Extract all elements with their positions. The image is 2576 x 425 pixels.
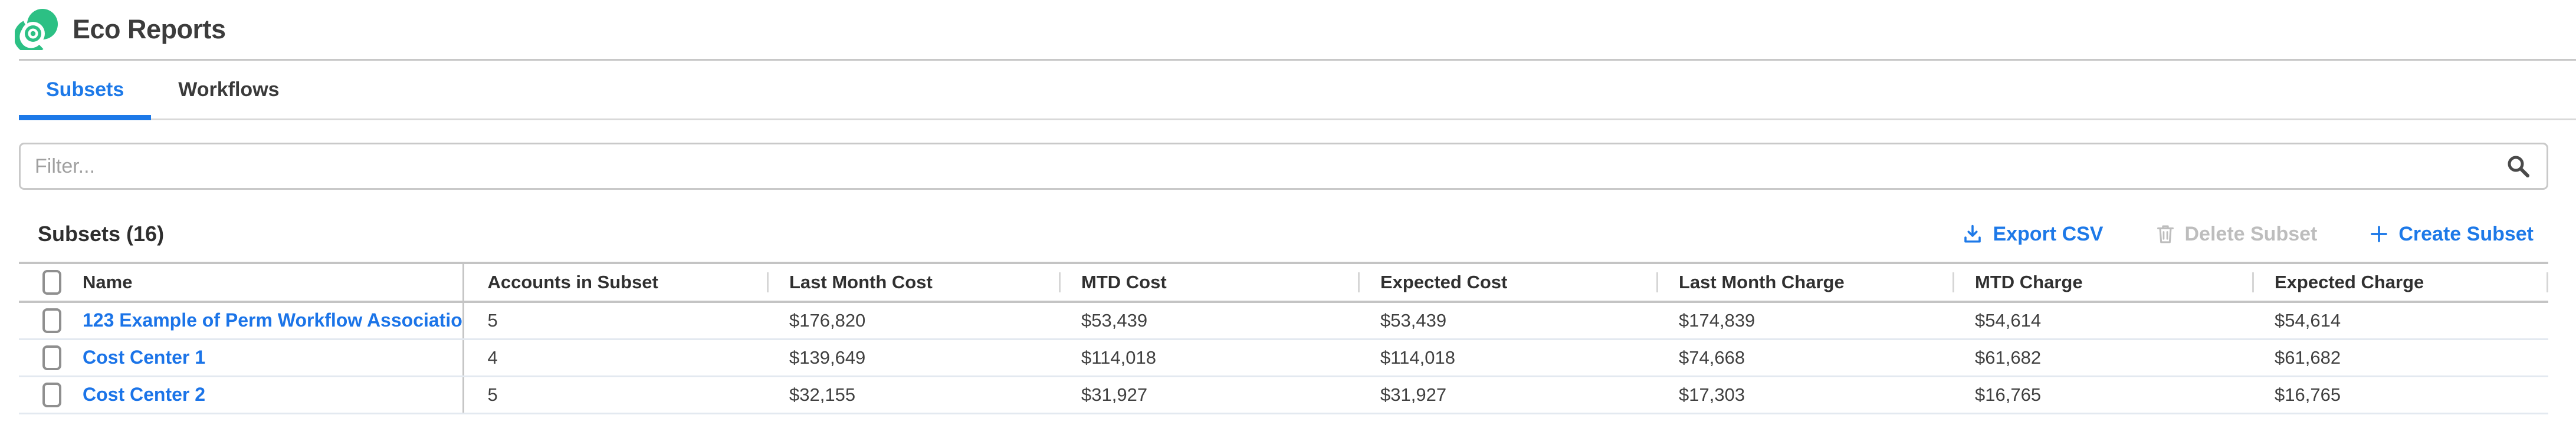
row-checkbox[interactable] <box>42 345 61 370</box>
cell-last-month-charge: $17,303 <box>1656 376 1952 414</box>
cell-mtd-charge: $16,765 <box>1952 376 2252 414</box>
create-subset-label: Create Subset <box>2398 222 2534 245</box>
tab-subsets[interactable]: Subsets <box>19 61 152 120</box>
row-checkbox[interactable] <box>42 382 61 407</box>
column-divider <box>1358 272 1360 292</box>
export-csv-label: Export CSV <box>1993 222 2104 245</box>
tab-workflows[interactable]: Workflows <box>178 78 280 101</box>
subset-name-link[interactable]: Cost Center 1 <box>83 347 206 368</box>
delete-subset-button[interactable]: Delete Subset <box>2155 222 2318 246</box>
filter-bar <box>19 143 2548 190</box>
cell-expected-cost: $31,927 <box>1358 376 1656 414</box>
cell-mtd-cost: $53,439 <box>1059 302 1358 340</box>
cell-expected-charge: $61,682 <box>2252 339 2548 377</box>
cell-accounts-in-subset: 4 <box>462 339 767 377</box>
section-title: Subsets (16) <box>38 222 165 246</box>
column-divider <box>2252 272 2254 292</box>
column-header-expected-charge: Expected Charge <box>2252 262 2548 303</box>
app-header: Eco Reports <box>0 0 2576 59</box>
column-divider <box>2547 272 2548 292</box>
table-body: 123 Example of Perm Workflow Association… <box>19 302 2548 414</box>
page-title: Eco Reports <box>73 14 226 44</box>
table-row: Cost Center 1 4 $139,649 $114,018 $114,0… <box>19 339 2548 377</box>
cell-accounts-in-subset: 5 <box>462 376 767 414</box>
column-header-mtd-charge: MTD Charge <box>1952 262 2252 303</box>
eco-logo-icon <box>15 9 58 50</box>
cell-expected-charge: $54,614 <box>2252 302 2548 340</box>
table-row: 123 Example of Perm Workflow Association… <box>19 302 2548 340</box>
cell-last-month-cost: $32,155 <box>767 376 1059 414</box>
column-divider <box>1952 272 1954 292</box>
column-divider <box>1059 272 1061 292</box>
column-divider <box>767 272 769 292</box>
cell-expected-charge: $16,765 <box>2252 376 2548 414</box>
cell-last-month-charge: $74,668 <box>1656 339 1952 377</box>
cell-last-month-cost: $139,649 <box>767 339 1059 377</box>
delete-subset-label: Delete Subset <box>2184 222 2318 245</box>
cell-mtd-charge: $54,614 <box>1952 302 2252 340</box>
column-header-name: Name <box>64 262 463 303</box>
column-header-accounts-in-subset: Accounts in Subset <box>462 262 767 303</box>
subsets-table: Name Accounts in Subset Last Month Cost … <box>19 262 2548 414</box>
subset-name-link[interactable]: 123 Example of Perm Workflow Association <box>83 309 463 331</box>
cell-accounts-in-subset: 5 <box>462 302 767 340</box>
cell-expected-cost: $53,439 <box>1358 302 1656 340</box>
table-row: Cost Center 2 5 $32,155 $31,927 $31,927 … <box>19 376 2548 414</box>
cell-last-month-cost: $176,820 <box>767 302 1059 340</box>
export-csv-button[interactable]: Export CSV <box>1962 222 2104 246</box>
column-header-last-month-cost: Last Month Cost <box>767 262 1059 303</box>
cell-last-month-charge: $174,839 <box>1656 302 1952 340</box>
trash-icon <box>2157 225 2174 243</box>
select-all-checkbox[interactable] <box>42 270 61 295</box>
plus-icon <box>2371 226 2388 242</box>
column-divider <box>1656 272 1658 292</box>
section-header: Subsets (16) Export CSV Delete Subset Cr… <box>38 222 2534 246</box>
filter-input[interactable] <box>19 143 2548 190</box>
tab-bar: Subsets Workflows <box>19 59 2576 120</box>
cell-mtd-charge: $61,682 <box>1952 339 2252 377</box>
table-header-row: Name Accounts in Subset Last Month Cost … <box>19 262 2548 303</box>
create-subset-button[interactable]: Create Subset <box>2369 223 2534 246</box>
download-icon <box>1964 225 1981 243</box>
cell-mtd-cost: $31,927 <box>1059 376 1358 414</box>
toolbar: Export CSV Delete Subset Create Subset <box>1962 223 2534 246</box>
subset-name-link[interactable]: Cost Center 2 <box>83 384 206 405</box>
cell-expected-cost: $114,018 <box>1358 339 1656 377</box>
search-icon <box>2508 156 2529 177</box>
row-checkbox[interactable] <box>42 308 61 333</box>
cell-mtd-cost: $114,018 <box>1059 339 1358 377</box>
column-header-mtd-cost: MTD Cost <box>1059 262 1358 303</box>
column-header-last-month-charge: Last Month Charge <box>1656 262 1952 303</box>
column-header-expected-cost: Expected Cost <box>1358 262 1656 303</box>
